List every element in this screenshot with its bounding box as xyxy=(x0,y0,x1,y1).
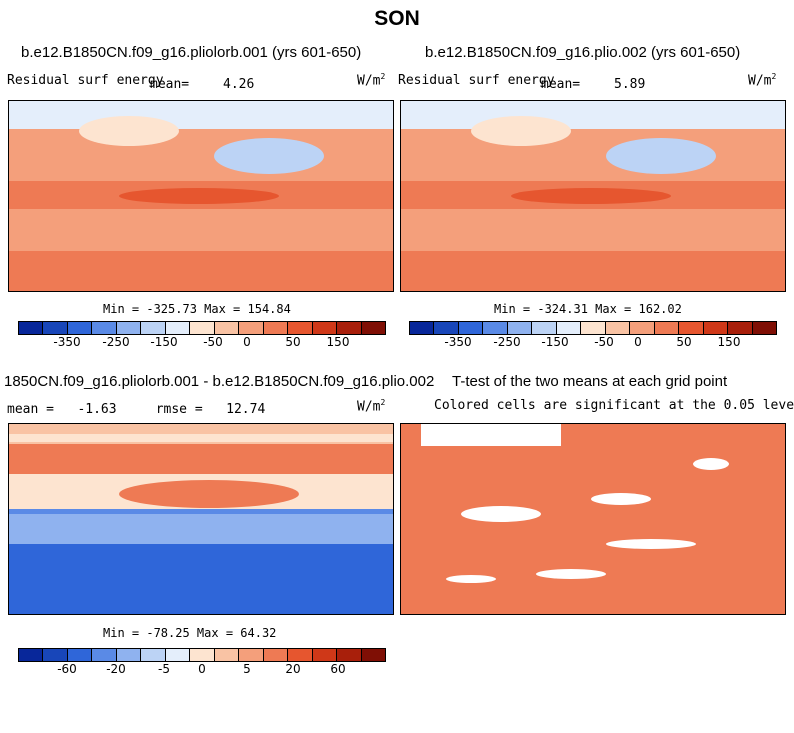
panel-2-field xyxy=(401,101,785,291)
figure-title: SON xyxy=(374,7,420,30)
colorbar-3-swatch xyxy=(337,649,362,661)
colorbar-1-ticks: -350 -250 -150 -50 0 50 150 xyxy=(18,335,384,351)
colorbar-3-swatch xyxy=(67,649,93,661)
colorbar-2-ticks: -350 -250 -150 -50 0 50 150 xyxy=(409,335,775,351)
colorbar-2-swatch xyxy=(507,322,533,334)
panel-1-field xyxy=(9,101,393,291)
colorbar-2-tick: -250 xyxy=(493,335,521,349)
colorbar-1-swatch xyxy=(43,322,68,334)
colorbar-2-swatch xyxy=(458,322,484,334)
colorbar-1-tick: 150 xyxy=(326,335,350,349)
panel-2-map xyxy=(400,100,786,292)
colorbar-3-swatch xyxy=(43,649,68,661)
colorbar-2-swatch xyxy=(434,322,459,334)
colorbar-1-tick: -350 xyxy=(53,335,81,349)
panel-1-title: b.e12.B1850CN.f09_g16.pliolorb.001 (yrs … xyxy=(21,44,362,61)
colorbar-3-swatch xyxy=(239,649,264,661)
colorbar-1-swatch xyxy=(361,322,386,334)
panel-2-mean-label: mean= xyxy=(541,77,581,92)
panel-2-variable-label: Residual surf energy xyxy=(398,73,555,88)
panel-3-units: W/m2 xyxy=(357,398,386,415)
colorbar-1-swatch xyxy=(165,322,191,334)
panel-1-mean-value: 4.26 xyxy=(223,77,255,92)
colorbar-2-swatch xyxy=(654,322,680,334)
colorbar-1-tick: -250 xyxy=(102,335,130,349)
panel-2-mean-value: 5.89 xyxy=(614,77,646,92)
colorbar-3-swatch xyxy=(263,649,289,661)
colorbar-1-swatch xyxy=(67,322,93,334)
colorbar-1-tick: 0 xyxy=(243,335,251,349)
colorbar-3-swatch xyxy=(116,649,142,661)
colorbar-1-swatch xyxy=(288,322,313,334)
colorbar-3-swatch xyxy=(165,649,191,661)
colorbar-3-swatch xyxy=(190,649,215,661)
panel-4-map xyxy=(400,423,786,615)
colorbar-3-swatch xyxy=(214,649,240,661)
colorbar-1-tick: -150 xyxy=(150,335,178,349)
colorbar-3-swatch xyxy=(288,649,313,661)
panel-3-map xyxy=(8,423,394,615)
colorbar-1-swatch xyxy=(19,322,44,334)
colorbar-2-swatch xyxy=(483,322,508,334)
colorbar-1-swatch xyxy=(263,322,289,334)
colorbar-2-tick: -350 xyxy=(444,335,472,349)
colorbar-3-tick: 0 xyxy=(198,662,206,676)
colorbar-2-swatch xyxy=(752,322,777,334)
panel-4-note: Colored cells are significant at the 0.0… xyxy=(434,398,794,413)
panel-3-minmax: Min = -78.25 Max = 64.32 xyxy=(103,626,277,640)
colorbar-2-swatch xyxy=(728,322,753,334)
panel-3-title: 1850CN.f09_g16.pliolorb.001 - b.e12.B185… xyxy=(4,373,435,390)
colorbar-2-swatch xyxy=(630,322,655,334)
panel-2-title: b.e12.B1850CN.f09_g16.plio.002 (yrs 601-… xyxy=(425,44,741,61)
panel-3-stats: mean = -1.63 rmse = 12.74 xyxy=(7,402,266,417)
colorbar-3-tick: -5 xyxy=(158,662,170,676)
colorbar-3-tick: -60 xyxy=(57,662,77,676)
panel-1-minmax: Min = -325.73 Max = 154.84 xyxy=(103,302,291,316)
colorbar-1-swatch xyxy=(116,322,142,334)
colorbar-1-tick: 50 xyxy=(285,335,301,349)
colorbar-2-tick: 50 xyxy=(676,335,692,349)
colorbar-1-swatch xyxy=(190,322,215,334)
colorbar-3-swatch xyxy=(312,649,338,661)
panel-1-units: W/m2 xyxy=(357,72,386,89)
colorbar-1-swatch xyxy=(92,322,117,334)
panel-1-map xyxy=(8,100,394,292)
colorbar-3-ticks: -60 -20 -5 0 5 20 60 xyxy=(18,662,384,678)
colorbar-3-tick: 5 xyxy=(243,662,251,676)
panel-2-minmax: Min = -324.31 Max = 162.02 xyxy=(494,302,682,316)
colorbar-1-swatch xyxy=(214,322,240,334)
panel-2-units: W/m2 xyxy=(748,72,777,89)
colorbar-1-tick: -50 xyxy=(203,335,223,349)
colorbar-2-tick: -50 xyxy=(594,335,614,349)
colorbar-3-tick: -20 xyxy=(106,662,126,676)
panel-3-field xyxy=(9,424,393,614)
colorbar-2-tick: 0 xyxy=(634,335,642,349)
colorbar-2-swatch xyxy=(703,322,729,334)
colorbar-1-swatch xyxy=(337,322,362,334)
colorbar-1-swatch xyxy=(239,322,264,334)
panel-4-title: T-test of the two means at each grid poi… xyxy=(452,373,728,390)
colorbar-2-swatch xyxy=(581,322,606,334)
colorbar-2-swatch xyxy=(556,322,582,334)
colorbar-2-swatch xyxy=(410,322,435,334)
colorbar-2-swatch xyxy=(679,322,704,334)
colorbar-3-swatch xyxy=(361,649,386,661)
colorbar-3-tick: 20 xyxy=(285,662,301,676)
colorbar-1-swatch xyxy=(141,322,166,334)
colorbar-2 xyxy=(409,321,777,335)
colorbar-2-swatch xyxy=(605,322,631,334)
colorbar-3-swatch xyxy=(141,649,166,661)
colorbar-1-swatch xyxy=(312,322,338,334)
colorbar-3-tick: 60 xyxy=(330,662,346,676)
colorbar-2-tick: -150 xyxy=(541,335,569,349)
panel-4-field xyxy=(401,424,785,614)
panel-1-mean-label: mean= xyxy=(150,77,190,92)
colorbar-3 xyxy=(18,648,386,662)
colorbar-1 xyxy=(18,321,386,335)
colorbar-2-tick: 150 xyxy=(717,335,741,349)
colorbar-3-swatch xyxy=(92,649,117,661)
panel-1-variable-label: Residual surf energy xyxy=(7,73,164,88)
colorbar-3-swatch xyxy=(19,649,44,661)
colorbar-2-swatch xyxy=(532,322,557,334)
